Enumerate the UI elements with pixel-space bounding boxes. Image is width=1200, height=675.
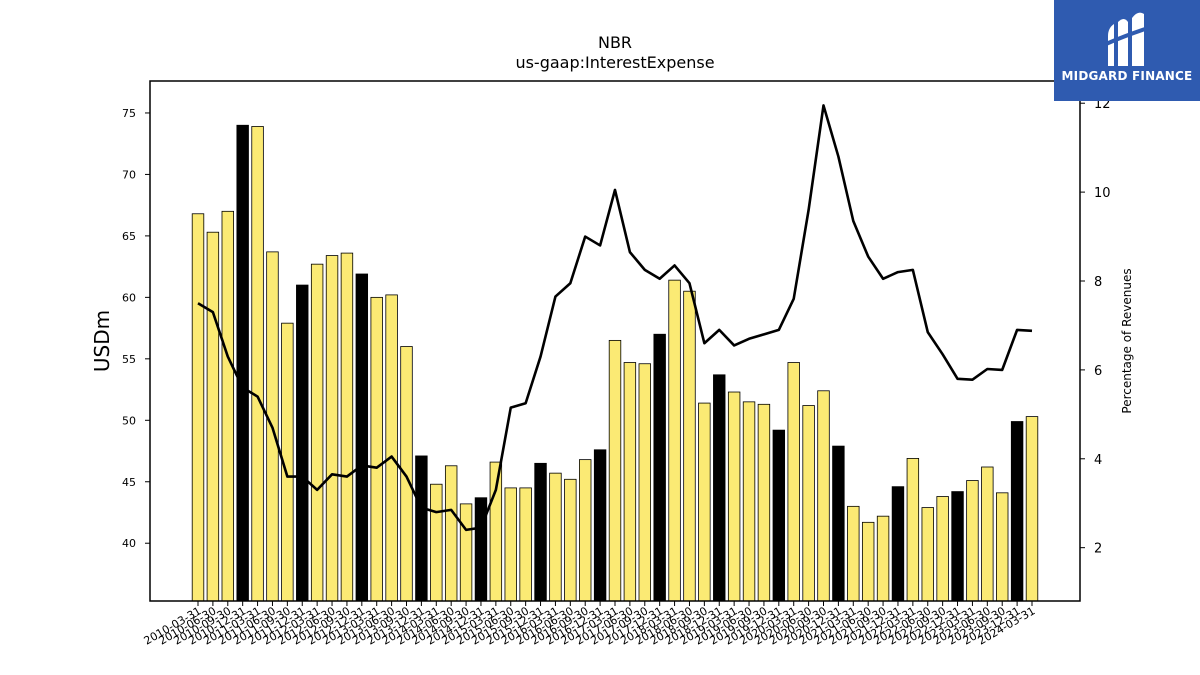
bar: [370, 296, 383, 602]
y2-tick-label: 2: [1094, 542, 1102, 557]
y-tick-label: 70: [122, 168, 136, 181]
bar: [772, 429, 786, 602]
bar: [847, 505, 860, 602]
bar: [876, 515, 890, 602]
bar: [668, 279, 681, 602]
bar: [757, 403, 771, 602]
y2-tick-label: 10: [1094, 186, 1111, 201]
y-axis-label: USDm: [90, 310, 114, 372]
bar: [1025, 416, 1039, 602]
bar: [415, 455, 428, 602]
bar: [817, 390, 830, 602]
bar: [906, 457, 920, 602]
bar: [221, 210, 234, 602]
bar: [579, 459, 592, 602]
line-group: [197, 104, 1033, 532]
y2-tick-label: 8: [1094, 275, 1102, 290]
bar: [340, 252, 354, 602]
brand-logo: MIDGARD FINANCE: [1054, 0, 1200, 101]
bar: [534, 462, 547, 602]
bar: [444, 465, 458, 602]
y-tick-label: 45: [122, 476, 136, 489]
bar: [787, 362, 800, 602]
bar: [400, 346, 413, 602]
bar: [742, 401, 756, 602]
chart-title: NBR: [598, 33, 632, 52]
bars-group: [191, 124, 1039, 602]
y-tick-label: 65: [122, 230, 136, 243]
bar: [653, 333, 666, 602]
y2-tick-label: 4: [1094, 453, 1102, 468]
bar: [474, 497, 488, 602]
bar: [564, 478, 577, 602]
y2-axis-label: Percentage of Revenues: [1120, 268, 1134, 413]
logo-mark-icon: [1105, 12, 1149, 67]
bar: [310, 263, 324, 602]
bar: [951, 491, 964, 602]
bar: [236, 124, 249, 602]
bar: [325, 255, 339, 602]
bar: [608, 339, 622, 602]
bar: [921, 507, 934, 602]
y-tick-label: 40: [122, 537, 136, 550]
y-tick-label: 55: [122, 353, 136, 366]
bar: [861, 521, 875, 602]
bar: [355, 273, 369, 602]
bar: [1010, 421, 1024, 602]
bar: [981, 466, 994, 602]
bar: [802, 405, 815, 602]
bar: [936, 496, 949, 602]
bar: [549, 472, 562, 602]
bar: [191, 213, 205, 602]
bar: [966, 480, 979, 602]
bar: [713, 374, 726, 602]
bar: [832, 445, 845, 602]
bar: [623, 362, 637, 602]
bar: [519, 487, 532, 602]
left-axis: 40 45 50 55 60 65 70 75: [122, 107, 150, 550]
y-tick-label: 75: [122, 107, 136, 120]
bar: [296, 284, 309, 602]
bar: [385, 294, 398, 602]
bar: [683, 290, 696, 602]
bar: [251, 126, 264, 602]
y-tick-label: 60: [122, 291, 136, 304]
y2-tick-label: 6: [1094, 364, 1102, 379]
chart-subtitle: us-gaap:InterestExpense: [515, 53, 714, 72]
bar: [891, 486, 905, 602]
x-axis: 2010-03-312010-06-302010-09-302010-12-31…: [142, 601, 1038, 648]
bar: [504, 487, 517, 602]
bar: [459, 503, 473, 602]
bar: [727, 391, 741, 602]
logo-text: MIDGARD FINANCE: [1061, 69, 1193, 83]
bar: [593, 449, 607, 602]
y-tick-label: 50: [122, 414, 136, 427]
bar: [206, 231, 220, 602]
bar: [430, 483, 443, 602]
bar: [638, 363, 651, 602]
bar: [996, 492, 1009, 602]
bar: [698, 402, 711, 602]
